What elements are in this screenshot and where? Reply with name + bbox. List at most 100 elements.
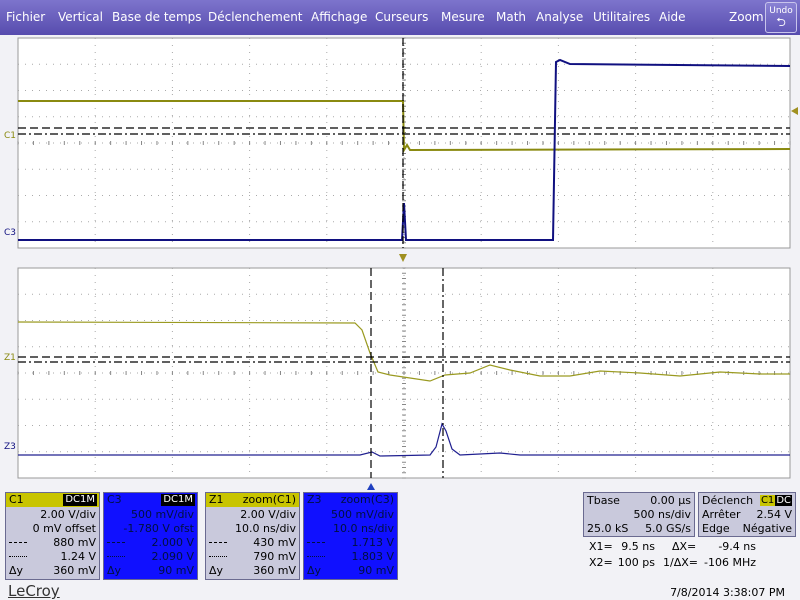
trace-label: C3 [4,228,16,238]
panel-row: Δy 360 mV [9,564,96,578]
cursor-value: 9.5 ns [621,540,655,553]
panel-row: 1.24 V [9,550,96,564]
panel-row: 2.000 V [107,536,194,550]
cursor2-icon [209,556,227,557]
panel-row: 1.713 V [307,536,394,550]
vertical-scale: 2.00 V/div [40,508,96,521]
box-row: 500 ns/div [587,508,691,522]
menu-item[interactable]: Fichier [6,10,46,24]
coupling-badge: DC1M [161,494,195,506]
panel-row: -1.780 V ofst [107,522,194,536]
panel-row: 500 mV/div [307,508,394,522]
cursor-label: X2= [589,556,613,569]
menu-item[interactable]: Curseurs [375,10,429,24]
cursor-label: ΔX= [672,540,697,553]
cursor-value: -106 MHz [704,556,756,569]
menu-item[interactable]: Math [496,10,527,24]
panel-row: 2.00 V/div [9,508,96,522]
menu-item[interactable]: Utilitaires [593,10,651,24]
delta-y-label: Δy [107,564,122,577]
trigger-type: Edge [702,522,730,535]
cursor2-value: 1.24 V [60,550,96,563]
coupling-badge: DC1M [63,494,97,506]
level-marker [791,107,798,115]
box-row: Arrêter 2.54 V [702,508,792,522]
timebase-samples: 25.0 kS [587,522,629,535]
vertical-scale: 500 mV/div [131,508,194,521]
panel-title: Z1 [209,493,224,506]
trigger-coupling: DC [775,495,792,506]
timebase-panel[interactable]: Tbase 0.00 µs 500 ns/div 25.0 kS 5.0 GS/s [583,492,695,537]
waveform-display: C1 C3 Z1 Z3 [4,37,798,490]
panel-row: 10.0 ns/div [209,522,296,536]
trigger-level: 2.54 V [756,508,792,521]
vertical-scale: 2.00 V/div [240,508,296,521]
offset: -1.780 V ofst [123,522,194,535]
trace-label: C1 [4,131,16,141]
offset: 10.0 ns/div [235,522,296,535]
delta-y-label: Δy [307,564,322,577]
panel-title: Z3 [307,493,322,506]
undo-button[interactable]: Undo ⮌ [765,2,797,33]
channel-panel[interactable]: Z3 zoom(C3) 500 mV/div 10.0 ns/div 1.713 V 1.… [303,492,398,580]
cursor1-icon [307,542,325,543]
zoom-source: zoom(C3) [340,493,394,506]
cursor2-icon [307,556,325,557]
panel-row: 10.0 ns/div [307,522,394,536]
cursor2-value: 2.090 V [151,550,194,563]
zoom-source: zoom(C1) [242,493,296,506]
timebase-scale: 500 ns/div [633,508,691,521]
brand: LeCroy [8,582,60,600]
delta-y-value: 360 mV [253,564,296,577]
panel-title: C1 [9,493,24,506]
trigger-panel[interactable]: Déclench C1 DC Arrêter 2.54 V Edge Négative [698,492,796,537]
menu-item[interactable]: Base de temps [112,10,202,24]
c1-trace [18,100,791,154]
trace-label: Z1 [4,353,16,363]
trigger-source: C1 [759,495,776,506]
panel-row: 2.00 V/div [209,508,296,522]
cursor2-icon [107,556,125,557]
menu-item[interactable]: Aide [659,10,686,24]
menu-item[interactable]: Affichage [311,10,368,24]
timestamp: 7/8/2014 3:38:07 PM [670,586,785,599]
menu-item[interactable]: Analyse [536,10,584,24]
box-row: Edge Négative [702,522,792,536]
offset: 10.0 ns/div [333,522,394,535]
delta-y-value: 90 mV [158,564,194,577]
menu-item[interactable]: Déclenchement [208,10,303,24]
trigger-title: Déclench [702,494,754,507]
undo-label: Undo [769,6,793,16]
panel-row: 880 mV [9,536,96,550]
delta-y-label: Δy [209,564,224,577]
zoom-marker [367,483,375,490]
panel-row: Δy 90 mV [307,564,394,578]
channel-panel[interactable]: Z1 zoom(C1) 2.00 V/div 10.0 ns/div 430 mV 790… [205,492,300,580]
panel-header: Z3 zoom(C3) [304,493,397,507]
trigger-slope: Négative [742,522,792,535]
zoom-menu[interactable]: Zoom [729,10,764,24]
delta-y-value: 90 mV [358,564,394,577]
undo-icon: ⮌ [776,15,786,29]
cursor1-value: 2.000 V [151,536,194,549]
panel-row: 790 mV [209,550,296,564]
cursor1-value: 430 mV [253,536,296,549]
menu-item[interactable]: Mesure [441,10,485,24]
trigger-mode: Arrêter [702,508,741,521]
timebase-delay: 0.00 µs [650,494,691,507]
trigger-badge: C1 DC [759,494,792,508]
cursor-label: 1/ΔX= [663,556,698,569]
cursor2-value: 1.803 V [351,550,394,563]
panel-row: Δy 90 mV [107,564,194,578]
cursor2-value: 790 mV [253,550,296,563]
channel-panel[interactable]: C3 DC1M 500 mV/div -1.780 V ofst 2.000 V 2.09… [103,492,198,580]
panel-row: 430 mV [209,536,296,550]
cursor1-icon [107,542,125,543]
menu-item[interactable]: Vertical [58,10,103,24]
timebase-title: Tbase [587,494,620,507]
cursor-value: -9.4 ns [718,540,756,553]
offset: 0 mV offset [32,522,96,535]
box-row: 25.0 kS 5.0 GS/s [587,522,691,536]
